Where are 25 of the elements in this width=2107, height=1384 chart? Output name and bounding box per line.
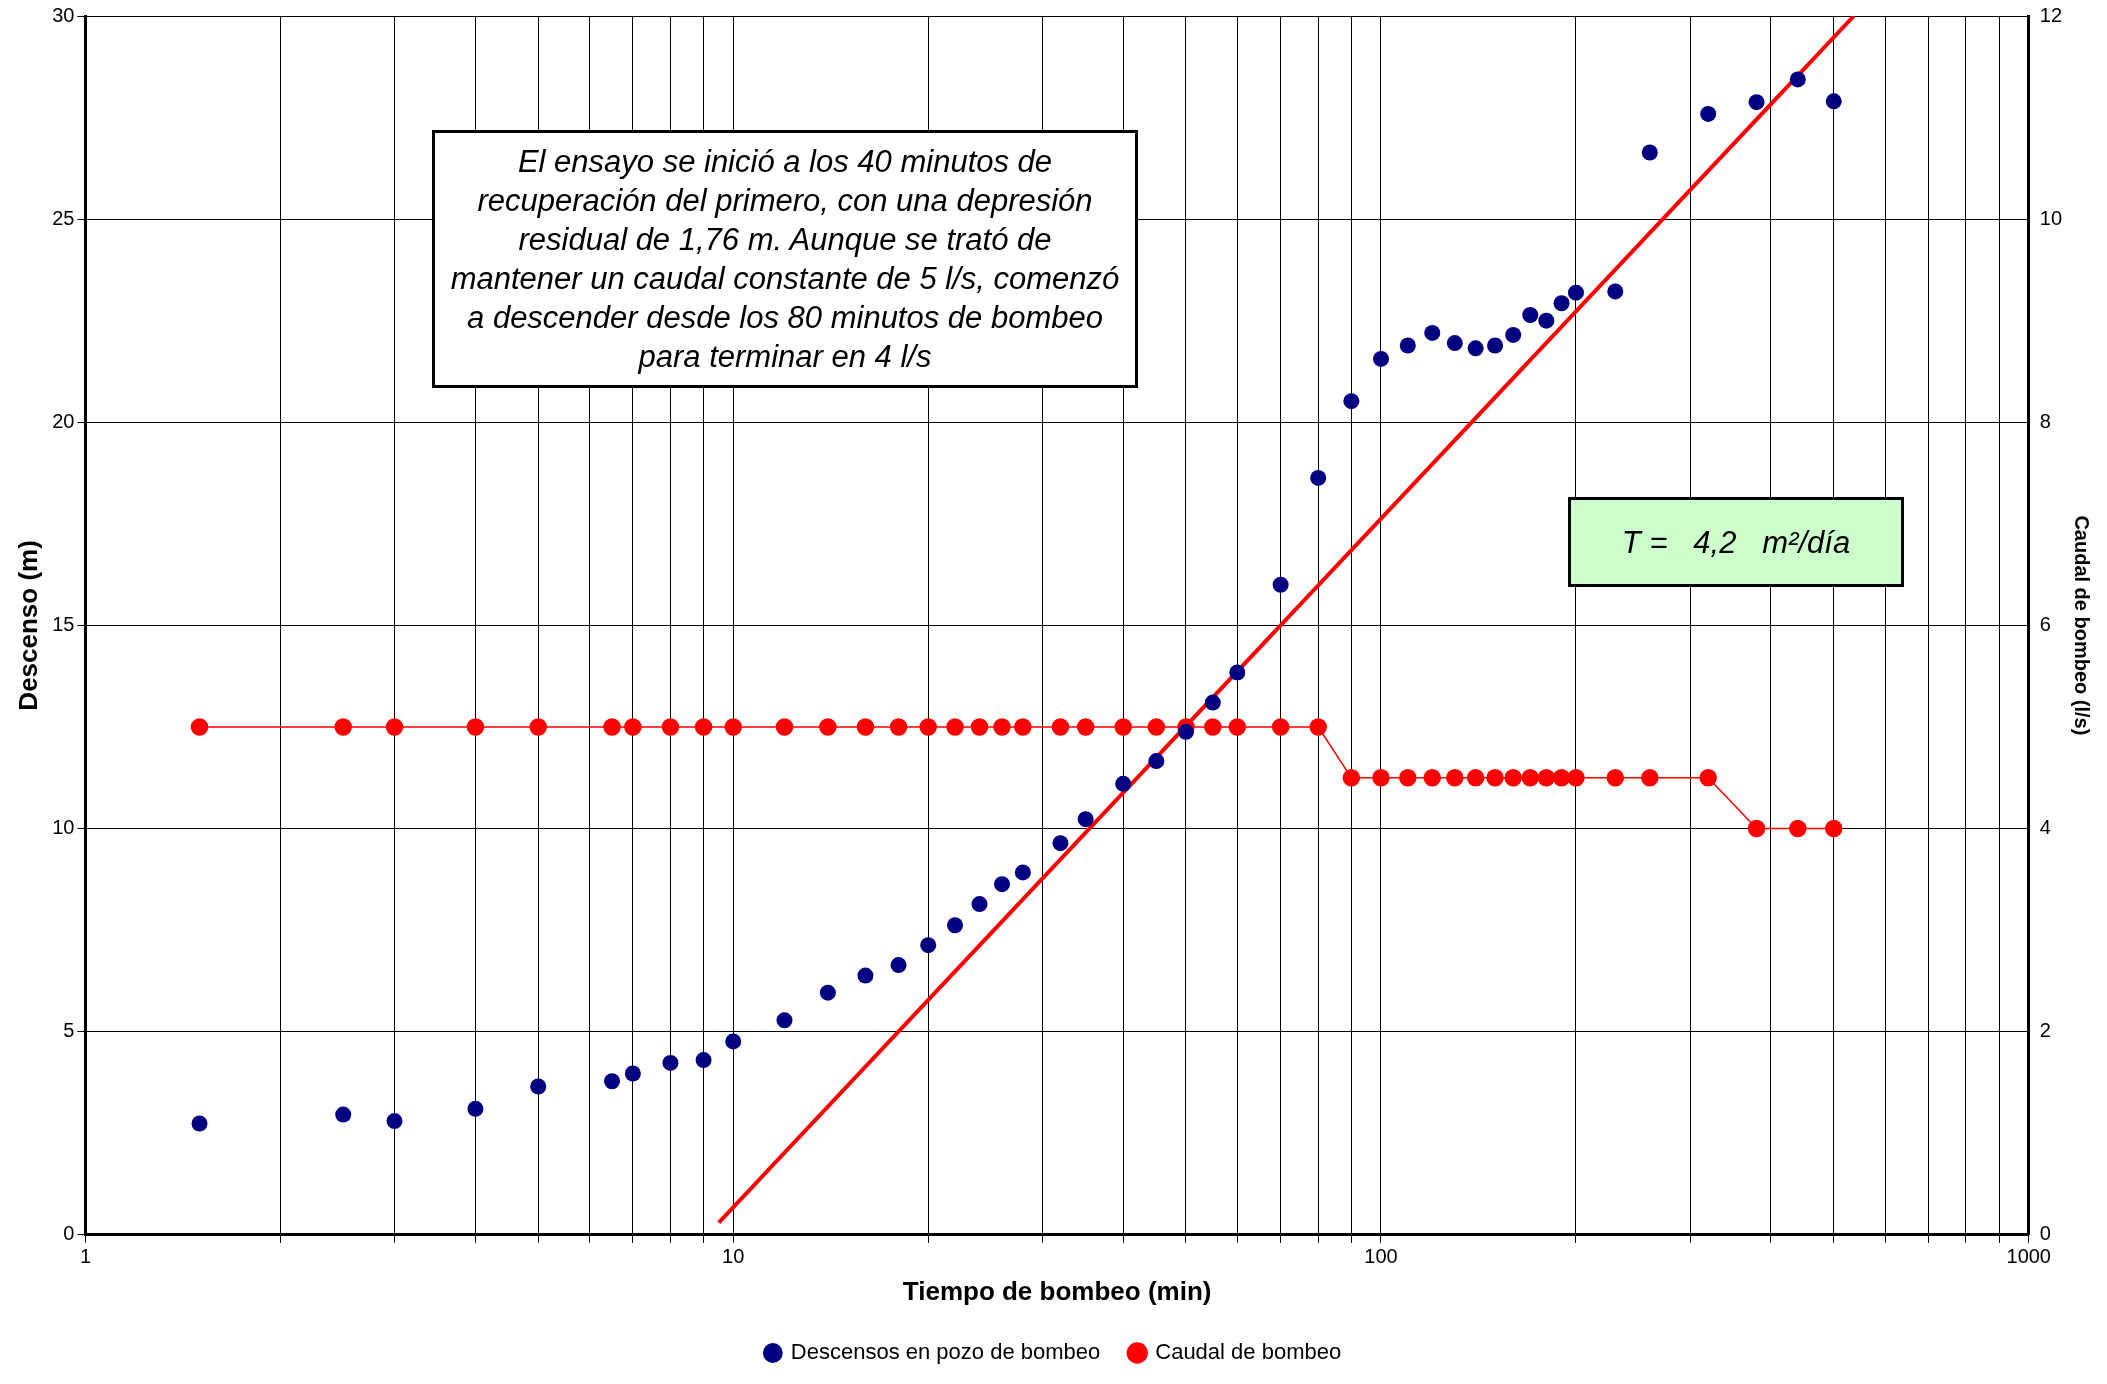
- y-tick-label: 0: [63, 1222, 75, 1245]
- y2-tick-label: 10: [2039, 206, 2062, 229]
- y2-tick-label: 8: [2039, 409, 2051, 432]
- y-tick-label: 20: [52, 409, 75, 432]
- y2-tick-label: 6: [2039, 612, 2051, 635]
- legend-label: Caudal de bombeo: [1155, 1339, 1342, 1365]
- y-tick-label: 30: [52, 3, 75, 26]
- y2-tick-label: 2: [2039, 1019, 2051, 1042]
- x-tick-label: 1000: [2006, 1245, 2051, 1268]
- y-tick-label: 25: [52, 206, 75, 229]
- x-axis-title: Tiempo de bombeo (min): [902, 1275, 1212, 1306]
- text-box: T = 4,2 m²/día: [1568, 497, 1904, 587]
- y2-axis-title: Caudal de bombeo (l/s): [2071, 515, 2094, 736]
- y-tick-label: 10: [52, 816, 75, 839]
- y-tick-label: 5: [63, 1019, 75, 1042]
- x-tick-label: 10: [722, 1245, 745, 1268]
- y-axis-title: Descenso (m): [12, 540, 43, 711]
- y2-tick-label: 4: [2039, 816, 2051, 839]
- y2-tick-label: 0: [2039, 1222, 2051, 1245]
- text-box: El ensayo se inició a los 40 minutos de recuperación del primero, con una depresión residual de 1,76 m. Aunque se trató de mantener un caudal constante de 5 l/s, comenzó a descender desde los 80 minutos de bombeo para terminar en 4 l/s: [432, 130, 1138, 388]
- x-tick-label: 1: [79, 1245, 92, 1268]
- x-tick-label: 100: [1364, 1245, 1398, 1268]
- legend-label: Descensos en pozo de bombeo: [790, 1339, 1101, 1365]
- y-tick-label: 15: [52, 612, 75, 635]
- y2-tick-label: 12: [2039, 3, 2062, 26]
